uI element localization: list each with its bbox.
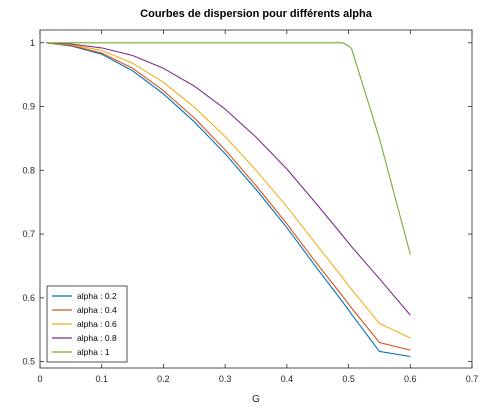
x-tick-label: 0.6	[404, 374, 417, 384]
x-tick-label: 0	[37, 374, 42, 384]
series-line-5	[46, 42, 411, 255]
chart-title: Courbes de dispersion pour différents al…	[140, 8, 373, 20]
series-layer	[46, 42, 411, 358]
legend-label: alpha : 0.6	[77, 319, 117, 329]
y-tick-label: 0.8	[22, 165, 35, 175]
series-line-3	[46, 42, 411, 339]
y-tick-label: 1	[30, 38, 35, 48]
legend-label: alpha : 0.8	[77, 333, 117, 343]
legend: alpha : 0.2 alpha : 0.4 alpha : 0.6 alpha :…	[46, 285, 128, 363]
legend-label: alpha : 0.4	[77, 305, 117, 315]
x-tick-label: 0.4	[281, 374, 294, 384]
y-tick-label: 0.6	[22, 293, 35, 303]
y-tick-label: 0.7	[22, 229, 35, 239]
y-tick-label: 0.9	[22, 102, 35, 112]
x-tick-label: 0.1	[95, 374, 108, 384]
series-line-2	[46, 42, 411, 351]
legend-label: alpha : 1	[77, 347, 110, 357]
series-line-1	[46, 42, 411, 358]
plot-frame	[39, 29, 473, 369]
series-line-4	[46, 42, 411, 316]
y-tick-label: 0.5	[22, 357, 35, 367]
x-axis-label: G	[252, 394, 260, 405]
x-tick-label: 0.5	[342, 374, 355, 384]
legend-label: alpha : 0.2	[77, 291, 117, 301]
x-tick-label: 0.3	[219, 374, 232, 384]
x-tick-label: 0.2	[157, 374, 170, 384]
x-tick-label: 0.7	[466, 374, 479, 384]
axis-ticks: 0 0.1 0.2 0.3 0.4 0.5 0.6 0.7 0.5 0.6 0.7 0.8 0.9 1	[22, 30, 478, 384]
